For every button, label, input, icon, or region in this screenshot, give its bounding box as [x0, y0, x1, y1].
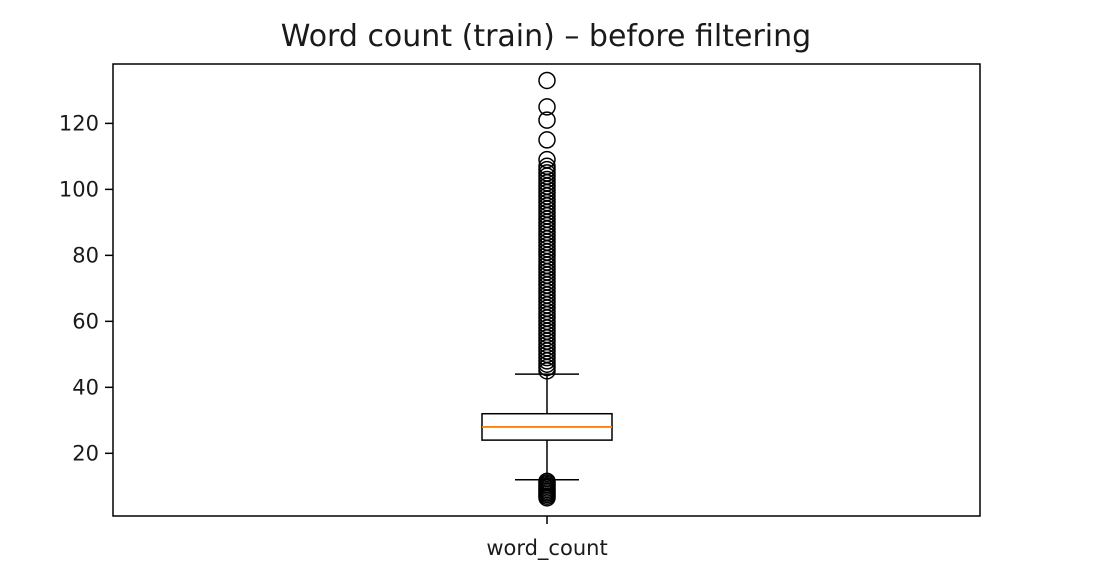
outlier-point [538, 111, 556, 129]
outlier-point [538, 98, 556, 116]
chart-title: Word count (train) – before filtering [281, 19, 811, 54]
x-axis: word_count [486, 516, 608, 561]
outlier-point [538, 472, 556, 491]
outlier-point [538, 71, 556, 90]
outlier-point [538, 131, 556, 149]
y-tick-label: 120 [59, 111, 99, 135]
box-plot-marks [481, 71, 613, 507]
x-tick-label: word_count [486, 536, 607, 561]
y-tick-label: 20 [72, 441, 99, 465]
y-axis: 20 40 60 80 100 120 [59, 111, 113, 465]
y-tick-label: 60 [72, 309, 99, 333]
y-tick-label: 100 [59, 177, 99, 201]
y-tick-label: 80 [72, 243, 99, 267]
outlier-point [538, 157, 556, 176]
y-tick-label: 40 [72, 375, 99, 399]
outlier-point [538, 150, 556, 169]
